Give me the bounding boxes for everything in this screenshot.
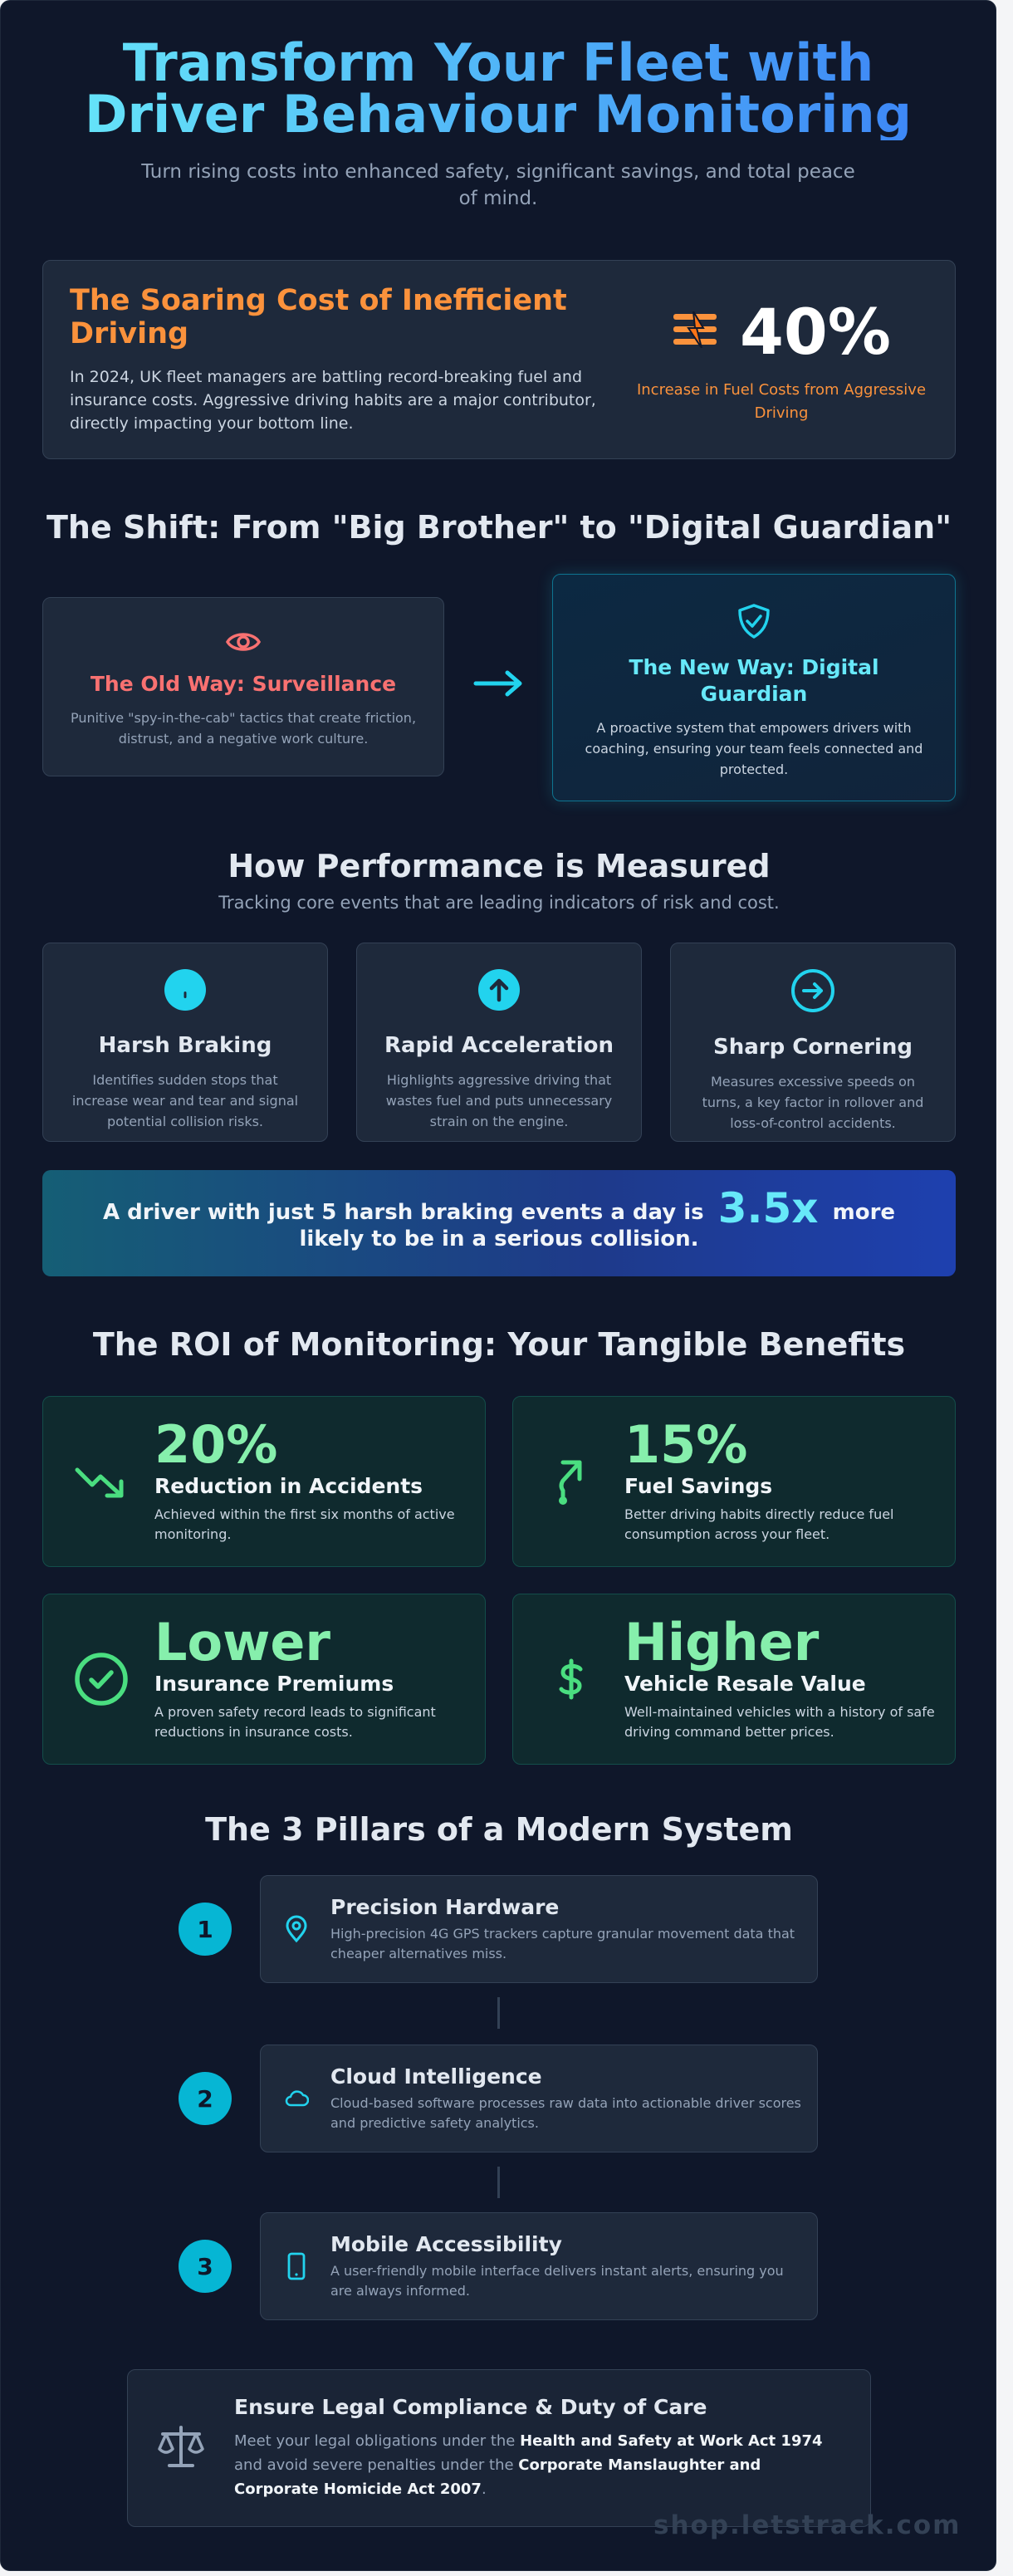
roi-text: Well-maintained vehicles with a history … xyxy=(624,1703,935,1740)
arrow-up-circle-icon xyxy=(477,969,521,1015)
shift-title: The Shift: From "Big Brother" to "Digita… xyxy=(46,509,952,546)
pillar-card-cloud: Cloud Intelligence Cloud-based software … xyxy=(260,2045,818,2152)
roi-card-insurance: Lower Insurance Premiums A proven safety… xyxy=(42,1594,486,1765)
page-subtitle: Turn rising costs into enhanced safety, … xyxy=(141,161,855,209)
cost-title: The Soaring Cost of Inefficient Driving xyxy=(70,284,567,350)
measured-title: How Performance is Measured xyxy=(228,848,771,884)
metric-text: Identifies sudden stops that increase we… xyxy=(71,1072,299,1129)
trending-down-icon xyxy=(71,1462,131,1501)
metric-card-sharp-cornering: Sharp Cornering Measures excessive speed… xyxy=(670,943,956,1142)
new-way-title: The New Way: Digital Guardian xyxy=(629,655,879,706)
new-way-text: A proactive system that empowers drivers… xyxy=(585,720,923,777)
banner-text-after: more likely to be in a serious collision… xyxy=(299,1199,896,1251)
roi-text: Better driving habits directly reduce fu… xyxy=(624,1506,894,1542)
pillars-title: The 3 Pillars of a Modern System xyxy=(205,1811,793,1848)
roi-label: Insurance Premiums xyxy=(154,1671,394,1696)
arrow-right-circle-icon xyxy=(790,969,835,1016)
cost-stat-caption: Increase in Fuel Costs from Aggressive D… xyxy=(636,380,927,422)
cost-stat-value: 40% xyxy=(740,294,891,369)
metric-card-rapid-acceleration: Rapid Acceleration Highlights aggressive… xyxy=(356,943,642,1142)
pillar-number-badge: 1 xyxy=(179,1903,232,1956)
metric-card-harsh-braking: Harsh Braking Identifies sudden stops th… xyxy=(42,943,328,1142)
roi-card-resale: Higher Vehicle Resale Value Well-maintai… xyxy=(512,1594,956,1765)
fuel-cost-icon xyxy=(672,311,722,351)
roi-card-accidents: 20% Reduction in Accidents Achieved with… xyxy=(42,1396,486,1567)
roi-value: 20% xyxy=(154,1413,278,1475)
roi-text: Achieved within the first six months of … xyxy=(154,1506,455,1542)
pillar-text: Cloud-based software processes raw data … xyxy=(330,2094,801,2131)
cloud-icon xyxy=(282,2089,311,2108)
cost-panel: The Soaring Cost of Inefficient Driving … xyxy=(42,260,956,459)
legal-compliance-card: Ensure Legal Compliance & Duty of Care M… xyxy=(127,2369,871,2527)
hero: Transform Your Fleet with Driver Behavio… xyxy=(1,1,996,212)
pillar-text: High-precision 4G GPS trackers capture g… xyxy=(330,1925,795,1961)
old-way-text: Punitive "spy-in-the-cab" tactics that c… xyxy=(70,710,417,747)
page-title: Transform Your Fleet with Driver Behavio… xyxy=(33,37,963,140)
fuel-savings-icon xyxy=(541,1457,601,1506)
banner-text-before: A driver with just 5 harsh braking event… xyxy=(102,1199,704,1225)
roi-label: Fuel Savings xyxy=(624,1473,773,1498)
map-pin-icon xyxy=(282,1915,311,1943)
legal-text: Meet your legal obligations under the He… xyxy=(234,2432,823,2498)
roi-value: Higher xyxy=(624,1611,820,1672)
roi-value: Lower xyxy=(154,1611,331,1672)
legal-act-2007: Corporate Manslaughter and Corporate Hom… xyxy=(234,2456,761,2498)
legal-title: Ensure Legal Compliance & Duty of Care xyxy=(234,2395,707,2419)
pillar-card-mobile: Mobile Accessibility A user-friendly mob… xyxy=(260,2212,818,2320)
pillar-title: Precision Hardware xyxy=(330,1894,560,1919)
collision-stat-banner: A driver with just 5 harsh braking event… xyxy=(42,1170,956,1276)
check-circle-icon xyxy=(71,1652,131,1707)
pillar-connector xyxy=(497,1997,500,2029)
cost-text-block: The Soaring Cost of Inefficient Driving … xyxy=(70,284,634,435)
banner-highlight: 3.5x xyxy=(717,1183,819,1232)
arrow-right-icon xyxy=(472,668,526,702)
scales-icon xyxy=(156,2424,209,2472)
pillar-connector xyxy=(497,2167,500,2198)
cost-description: In 2024, UK fleet managers are battling … xyxy=(70,368,596,433)
roi-card-fuel: 15% Fuel Savings Better driving habits d… xyxy=(512,1396,956,1567)
alert-circle-icon xyxy=(164,969,207,1015)
eye-icon xyxy=(225,633,262,659)
metric-title: Rapid Acceleration xyxy=(384,1033,614,1058)
shield-check-icon xyxy=(737,604,771,643)
cost-stat-block: 40% Increase in Fuel Costs from Aggressi… xyxy=(634,295,928,425)
pillar-title: Mobile Accessibility xyxy=(330,2231,562,2256)
pillar-number-badge: 2 xyxy=(179,2072,232,2125)
pillar-card-hardware: Precision Hardware High-precision 4G GPS… xyxy=(260,1875,818,1983)
roi-value: 15% xyxy=(624,1413,748,1475)
roi-title: The ROI of Monitoring: Your Tangible Ben… xyxy=(92,1326,906,1363)
legal-act-1974: Health and Safety at Work Act 1974 xyxy=(520,2432,823,2450)
measured-subtitle: Tracking core events that are leading in… xyxy=(218,893,780,913)
roi-label: Reduction in Accidents xyxy=(154,1473,423,1498)
pillar-title: Cloud Intelligence xyxy=(330,2064,542,2089)
old-way-card: The Old Way: Surveillance Punitive "spy-… xyxy=(42,597,444,776)
metric-title: Sharp Cornering xyxy=(712,1035,913,1060)
roi-label: Vehicle Resale Value xyxy=(624,1671,866,1696)
pillar-text: A user-friendly mobile interface deliver… xyxy=(330,2262,784,2299)
watermark: shop.letstrack.com xyxy=(653,2510,962,2540)
metric-text: Measures excessive speeds on turns, a ke… xyxy=(702,1074,924,1131)
roi-text: A proven safety record leads to signific… xyxy=(154,1703,436,1740)
pillar-number-badge: 3 xyxy=(179,2240,232,2293)
dollar-icon xyxy=(541,1658,601,1701)
smartphone-icon xyxy=(282,2252,311,2280)
new-way-card: The New Way: Digital Guardian A proactiv… xyxy=(552,574,956,801)
old-way-title: The Old Way: Surveillance xyxy=(90,672,397,696)
metric-text: Highlights aggressive driving that waste… xyxy=(385,1072,613,1129)
metric-title: Harsh Braking xyxy=(98,1033,272,1058)
